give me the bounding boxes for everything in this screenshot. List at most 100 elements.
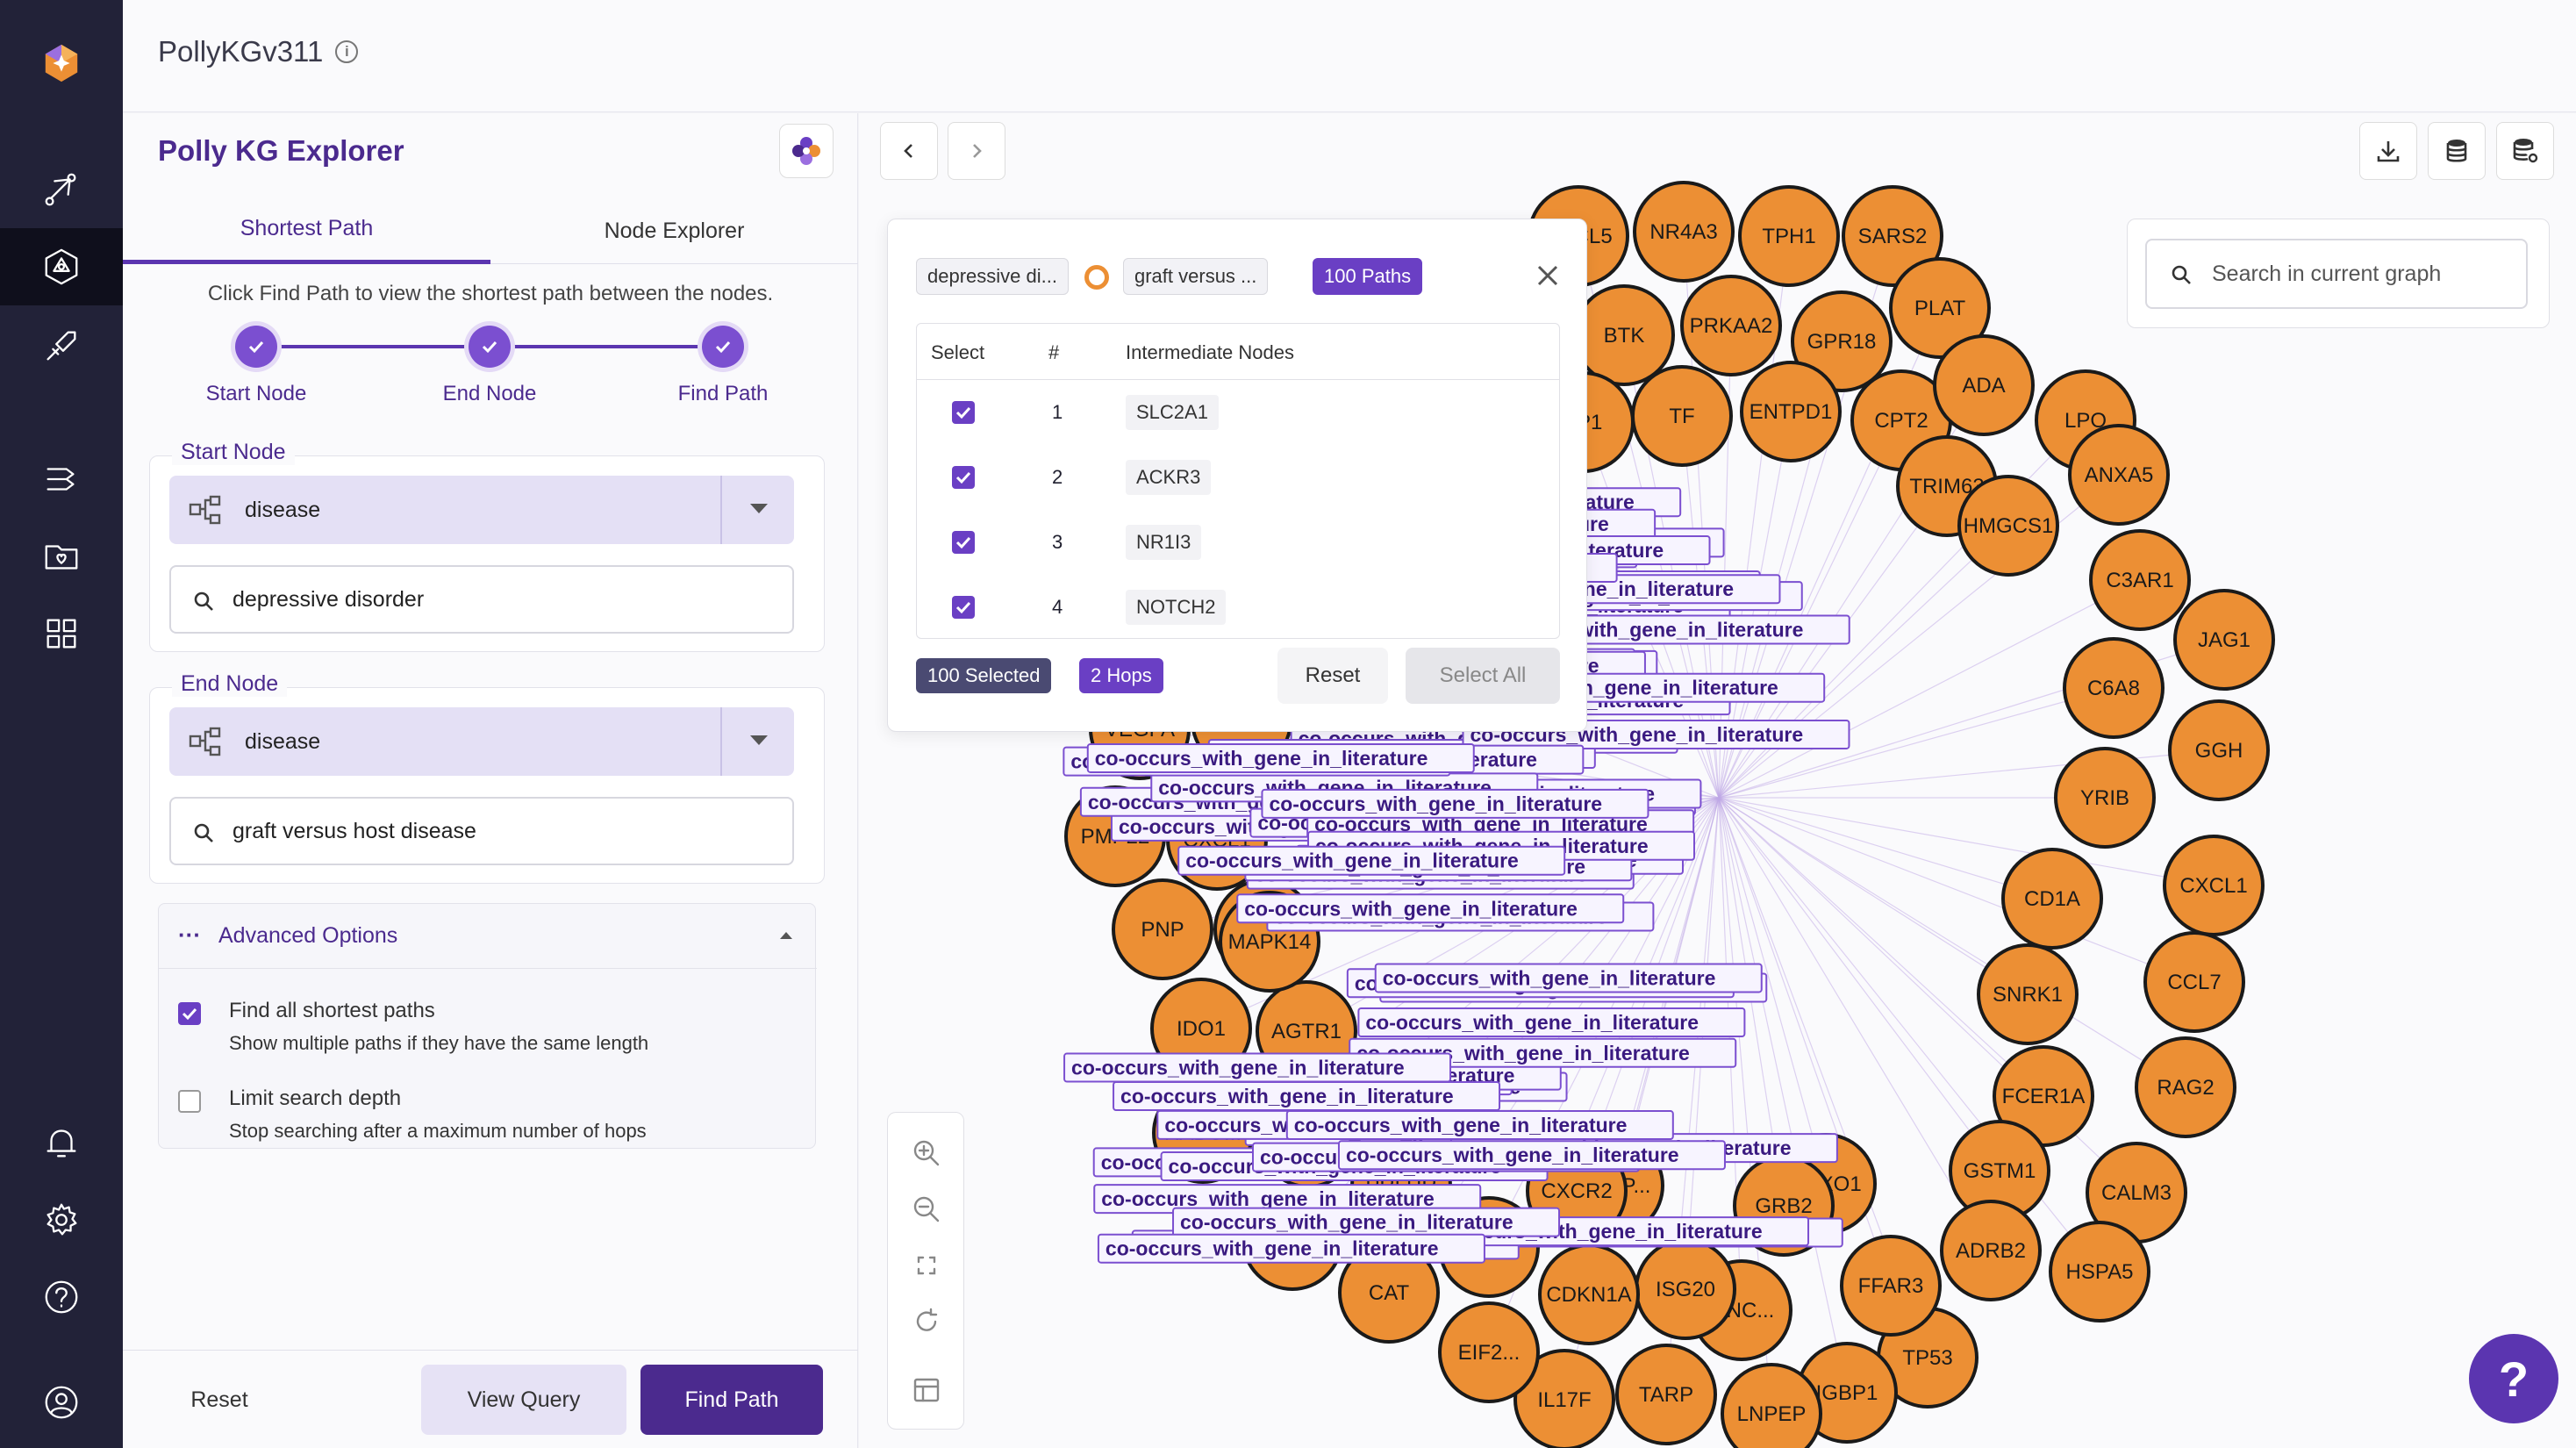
- database-settings-icon[interactable]: [2496, 122, 2554, 180]
- graph-node-circle: [2049, 1221, 2150, 1323]
- graph-node-label: TPH1: [1762, 225, 1815, 248]
- select-all-button[interactable]: Select All: [1406, 648, 1560, 704]
- graph-node[interactable]: TPH1: [1738, 185, 1840, 287]
- step-label-find: Find Path: [677, 382, 769, 405]
- graph-node[interactable]: TARP: [1615, 1344, 1717, 1445]
- start-node-type-select[interactable]: disease: [169, 476, 794, 544]
- graph-node[interactable]: IL17F: [1513, 1349, 1615, 1448]
- find-path-button[interactable]: Find Path: [640, 1365, 823, 1435]
- limit-depth-checkbox[interactable]: [178, 1090, 201, 1113]
- graph-node[interactable]: CCL7: [2143, 931, 2245, 1033]
- row-checkbox[interactable]: [952, 466, 975, 489]
- info-icon[interactable]: i: [335, 40, 359, 63]
- graph-node[interactable]: BTK: [1573, 284, 1675, 386]
- graph-node[interactable]: PNP: [1112, 878, 1213, 980]
- row-checkbox[interactable]: [952, 596, 975, 619]
- chevron-down-icon[interactable]: [750, 504, 768, 513]
- graph-search-input[interactable]: Search in current graph: [2145, 239, 2528, 309]
- account-icon[interactable]: [0, 1364, 123, 1441]
- table-row[interactable]: 4 NOTCH2: [917, 575, 1559, 638]
- graph-node[interactable]: CDKN1A: [1538, 1244, 1640, 1345]
- graph-node[interactable]: PRKAA2: [1680, 275, 1782, 376]
- graph-node[interactable]: EIF2...: [1438, 1301, 1540, 1403]
- popup-reset-button[interactable]: Reset: [1277, 648, 1388, 704]
- zoom-out-icon[interactable]: [907, 1190, 946, 1229]
- chevron-down-icon[interactable]: [750, 735, 768, 745]
- workflow-icon[interactable]: [0, 441, 123, 518]
- table-row[interactable]: 3 NR1I3: [917, 510, 1559, 575]
- end-node-type-select[interactable]: disease: [169, 707, 794, 776]
- col-number: #: [1048, 341, 1060, 363]
- forward-button[interactable]: [948, 122, 1005, 180]
- graph-node[interactable]: TF: [1631, 365, 1733, 467]
- graph-node[interactable]: YRIB: [2054, 747, 2156, 849]
- graph-node[interactable]: ISG20: [1635, 1238, 1736, 1340]
- find-all-paths-checkbox[interactable]: [178, 1002, 201, 1025]
- launch-icon[interactable]: [0, 307, 123, 384]
- paths-table: Select # Intermediate Nodes 1 SLC2A1 2 A…: [916, 323, 1560, 639]
- start-node-search-input[interactable]: depressive disorder: [169, 565, 794, 634]
- graph-node[interactable]: LNPEP: [1721, 1363, 1822, 1448]
- favorites-folder-icon[interactable]: [0, 518, 123, 595]
- zoom-in-icon[interactable]: [907, 1134, 946, 1172]
- graph-node[interactable]: PLAT: [1889, 257, 1991, 359]
- gear-icon[interactable]: [0, 1181, 123, 1258]
- table-row[interactable]: 1 SLC2A1: [917, 380, 1559, 445]
- graph-node[interactable]: FFAR3: [1840, 1235, 1942, 1337]
- graph-node[interactable]: RAG2: [2135, 1036, 2236, 1138]
- graph-node[interactable]: GGH: [2168, 699, 2270, 801]
- chevron-up-icon[interactable]: [780, 932, 792, 939]
- graph-node[interactable]: CXCL1: [2163, 835, 2265, 936]
- end-node-search-input[interactable]: graft versus host disease: [169, 797, 794, 865]
- refresh-icon[interactable]: [907, 1302, 946, 1341]
- database-icon[interactable]: [2428, 122, 2486, 180]
- help-button[interactable]: ?: [2469, 1334, 2558, 1423]
- graph-node[interactable]: ADRB2: [1940, 1200, 2042, 1301]
- table-view-icon[interactable]: [907, 1371, 946, 1409]
- edge-label-box: [1063, 1052, 1452, 1083]
- reset-button[interactable]: Reset: [190, 1387, 248, 1412]
- graph-canvas[interactable]: CXCL5NR4A3TPH1SARS2BTKPRKAA2GPR18PLATTFE…: [859, 113, 2576, 1448]
- apps-grid-icon[interactable]: [0, 595, 123, 672]
- advanced-options-toggle[interactable]: ··· Advanced Options: [159, 904, 817, 969]
- tab-node-explorer[interactable]: Node Explorer: [604, 218, 745, 243]
- graph-node-label: NR4A3: [1649, 220, 1717, 244]
- graph-node[interactable]: ENTPD1: [1740, 361, 1842, 462]
- start-node-value: depressive disorder: [233, 586, 425, 612]
- polly-flower-icon[interactable]: [779, 124, 834, 178]
- graph-node[interactable]: ADA: [1933, 334, 2035, 436]
- fit-screen-icon[interactable]: [907, 1246, 946, 1285]
- graph-node[interactable]: FCER1A: [1993, 1045, 2094, 1147]
- edge-label: co-occurs_with_gene_in_literature: [1269, 792, 1602, 815]
- graph-node[interactable]: JAG1: [2173, 589, 2275, 691]
- graph-node-label: RAG2: [2157, 1076, 2214, 1100]
- row-checkbox[interactable]: [952, 531, 975, 554]
- back-button[interactable]: [880, 122, 938, 180]
- end-node-value: graft versus host disease: [233, 818, 476, 843]
- table-row[interactable]: 2 ACKR3: [917, 445, 1559, 510]
- graph-node[interactable]: HSPA5: [2049, 1221, 2150, 1323]
- help-circle-icon[interactable]: [0, 1258, 123, 1336]
- download-button[interactable]: [2359, 122, 2417, 180]
- row-checkbox[interactable]: [952, 401, 975, 424]
- knowledge-graph-icon[interactable]: [0, 228, 123, 305]
- graph-edge: [1718, 797, 2053, 900]
- graph-node[interactable]: ANXA5: [2068, 424, 2170, 526]
- graph-node[interactable]: GPR18: [1791, 290, 1893, 392]
- graph-node[interactable]: IGBP1: [1796, 1342, 1898, 1444]
- graph-node[interactable]: SARS2: [1842, 185, 1943, 287]
- graph-node[interactable]: C3AR1: [2089, 529, 2191, 631]
- graph-node[interactable]: GSTM1: [1949, 1120, 2050, 1222]
- graph-node[interactable]: HMGCS1: [1957, 475, 2059, 577]
- graph-node[interactable]: SNRK1: [1977, 943, 2079, 1045]
- graph-node-circle: [1940, 1200, 2042, 1301]
- rocket-path-icon[interactable]: [0, 151, 123, 228]
- bell-icon[interactable]: [0, 1104, 123, 1181]
- graph-node[interactable]: CD1A: [2001, 848, 2103, 950]
- view-query-button[interactable]: View Query: [421, 1365, 626, 1435]
- tab-shortest-path[interactable]: Shortest Path: [123, 197, 490, 264]
- polly-logo-icon[interactable]: [0, 25, 123, 102]
- graph-node[interactable]: C6A8: [2063, 637, 2165, 739]
- close-icon[interactable]: [1530, 258, 1565, 293]
- graph-node[interactable]: NR4A3: [1633, 181, 1735, 283]
